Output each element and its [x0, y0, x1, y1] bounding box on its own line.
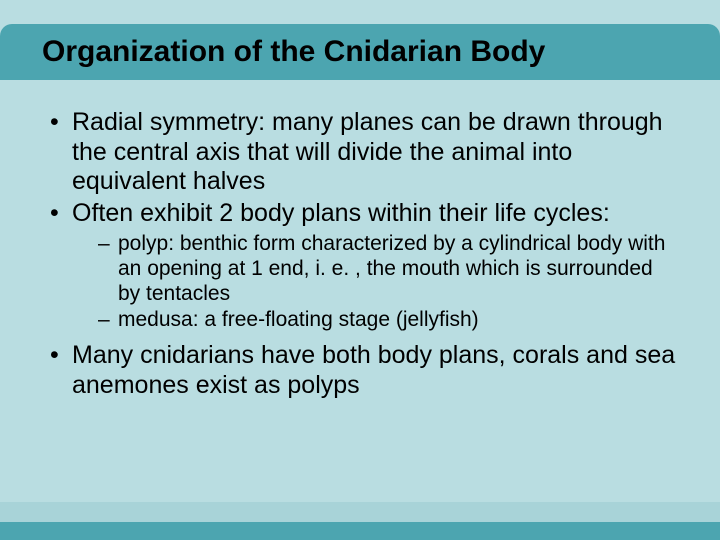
- sub-bullet-item: –polyp: benthic form characterized by a …: [40, 232, 680, 306]
- bullet-text: Many cnidarians have both body plans, co…: [72, 341, 675, 399]
- bullet-text: Often exhibit 2 body plans within their …: [72, 199, 610, 227]
- bullet-item: •Often exhibit 2 body plans within their…: [40, 199, 680, 229]
- bullet-marker: –: [98, 232, 118, 257]
- bullet-item: •Radial symmetry: many planes can be dra…: [40, 108, 680, 197]
- title-bar: Organization of the Cnidarian Body: [0, 24, 720, 80]
- bullet-marker: –: [98, 308, 118, 333]
- slide-title: Organization of the Cnidarian Body: [42, 35, 545, 69]
- bullet-marker: •: [50, 199, 72, 229]
- bullet-item: •Many cnidarians have both body plans, c…: [40, 341, 680, 400]
- bullet-text: Radial symmetry: many planes can be draw…: [72, 108, 663, 195]
- bullet-text: polyp: benthic form characterized by a c…: [118, 232, 665, 305]
- bullet-marker: •: [50, 108, 72, 138]
- decorative-band-light: [0, 502, 720, 522]
- slide-content: •Radial symmetry: many planes can be dra…: [40, 108, 680, 402]
- bullet-text: medusa: a free-floating stage (jellyfish…: [118, 308, 479, 331]
- sub-bullet-group: –polyp: benthic form characterized by a …: [40, 232, 680, 333]
- bullet-marker: •: [50, 341, 72, 371]
- decorative-band-dark: [0, 522, 720, 540]
- sub-bullet-item: –medusa: a free-floating stage (jellyfis…: [40, 308, 680, 333]
